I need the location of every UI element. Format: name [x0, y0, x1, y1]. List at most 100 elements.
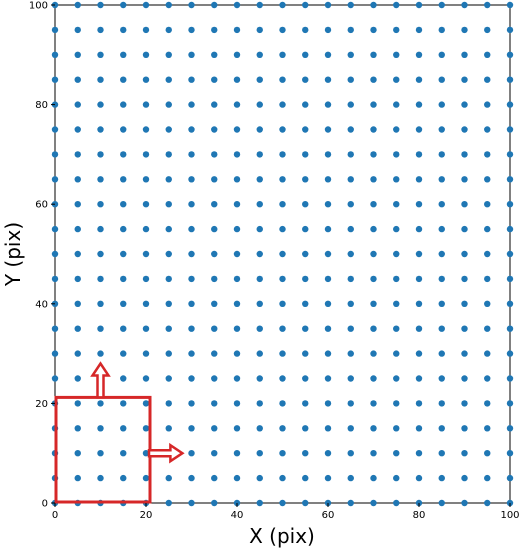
scatter-point — [484, 51, 491, 58]
scatter-point — [461, 375, 468, 382]
scatter-point — [142, 225, 150, 233]
scatter-point — [484, 250, 491, 258]
scatter-point — [506, 250, 514, 258]
scatter-point — [279, 101, 286, 108]
scatter-point — [324, 1, 332, 9]
scatter-point — [142, 176, 150, 183]
scatter-point — [279, 225, 286, 233]
scatter-point — [484, 26, 491, 34]
scatter-point — [97, 26, 104, 34]
scatter-point — [438, 400, 445, 407]
scatter-point — [188, 250, 195, 258]
scatter-point — [51, 250, 59, 258]
scatter-point — [324, 101, 332, 108]
scatter-point — [415, 126, 423, 133]
scatter-point — [324, 300, 332, 307]
scatter-point — [415, 151, 423, 158]
scatter-point — [256, 101, 263, 108]
scatter-point — [438, 51, 445, 58]
scatter-point — [51, 126, 59, 133]
scatter-point — [347, 76, 354, 83]
scatter-point — [97, 325, 104, 332]
scatter-point — [74, 275, 81, 283]
scatter-point — [347, 250, 354, 258]
scatter-point — [233, 151, 241, 158]
scatter-point — [506, 275, 514, 283]
scatter-point — [211, 300, 218, 307]
scatter-point — [302, 101, 309, 108]
scatter-point — [461, 275, 468, 283]
scatter-point — [370, 176, 377, 183]
arrow-up-icon — [90, 361, 111, 399]
scatter-point — [347, 400, 354, 407]
scatter-point — [120, 51, 127, 58]
scatter-point — [438, 350, 445, 357]
scatter-point — [256, 325, 263, 332]
scatter-point — [142, 101, 150, 108]
scatter-point — [393, 450, 400, 457]
x-tick-label: 80 — [413, 510, 426, 521]
scatter-point — [415, 225, 423, 233]
scatter-point — [120, 76, 127, 83]
scatter-point — [324, 76, 332, 83]
scatter-point — [188, 151, 195, 158]
scatter-point — [438, 26, 445, 34]
scatter-point — [302, 275, 309, 283]
scatter-point — [233, 300, 241, 307]
scatter-point — [279, 176, 286, 183]
y-tick-label: 80 — [35, 100, 48, 111]
scatter-point — [120, 176, 127, 183]
scatter-point — [461, 325, 468, 332]
scatter-point — [165, 176, 172, 183]
scatter-point — [347, 474, 354, 482]
scatter-point — [461, 425, 468, 432]
scatter-point — [74, 101, 81, 108]
scatter-point — [484, 76, 491, 83]
scatter-point — [120, 225, 127, 233]
scatter-point — [188, 300, 195, 307]
scatter-point — [165, 225, 172, 233]
scatter-point — [415, 250, 423, 258]
scatter-point — [233, 101, 241, 108]
scatter-point — [97, 350, 104, 357]
scatter-point — [279, 450, 286, 457]
scatter-point — [370, 499, 377, 507]
scatter-point — [233, 176, 241, 183]
scatter-point — [233, 126, 241, 133]
scatter-point — [51, 76, 59, 83]
scatter-point — [347, 225, 354, 233]
scatter-point — [415, 275, 423, 283]
scatter-point — [506, 151, 514, 158]
scatter-point — [324, 474, 332, 482]
scatter-point — [165, 350, 172, 357]
scatter-point — [256, 176, 263, 183]
scatter-point — [302, 126, 309, 133]
scatter-point — [438, 225, 445, 233]
scatter-point — [302, 300, 309, 307]
scatter-point — [393, 425, 400, 432]
scatter-point — [484, 400, 491, 407]
scatter-point — [506, 450, 514, 457]
scatter-point — [165, 101, 172, 108]
scatter-point — [256, 300, 263, 307]
scatter-point — [438, 201, 445, 208]
scatter-point — [302, 499, 309, 507]
scatter-point — [302, 375, 309, 382]
scatter-point — [211, 350, 218, 357]
scatter-point — [279, 275, 286, 283]
scatter-point — [324, 325, 332, 332]
scatter-point — [415, 176, 423, 183]
scatter-point — [256, 400, 263, 407]
scatter-point — [370, 275, 377, 283]
scatter-point — [256, 350, 263, 357]
scatter-point — [393, 101, 400, 108]
scatter-point — [256, 225, 263, 233]
scatter-point — [211, 101, 218, 108]
scatter-point — [484, 151, 491, 158]
scatter-point — [415, 425, 423, 432]
points-layer — [51, 1, 514, 507]
scatter-point — [461, 51, 468, 58]
scatter-point — [506, 325, 514, 332]
scatter-point — [188, 450, 195, 457]
